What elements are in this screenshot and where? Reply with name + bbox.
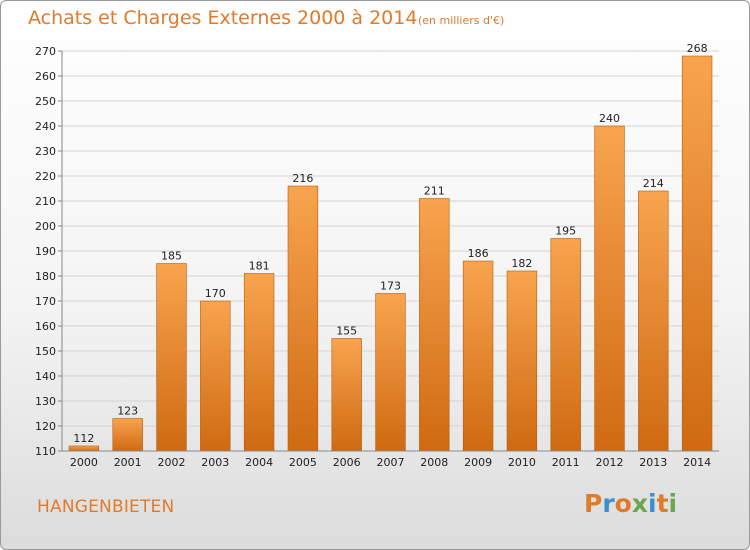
x-tick-label-2006: 2006 [333,456,361,469]
x-tick-label-2012: 2012 [596,456,624,469]
bar-2012 [594,125,625,452]
y-tick-label: 170 [35,295,56,308]
logo-letter: x [631,489,648,518]
data-label-2014: 268 [687,42,708,55]
data-labels: 112 123 185 170 181 216 155 173 211 186 182 195 240 2… [73,42,707,445]
x-tick-label-2009: 2009 [464,456,492,469]
proxiti-logo[interactable]: Proxiti [584,489,677,518]
bars [68,55,713,452]
x-tick-label-2002: 2002 [158,456,186,469]
y-axis-ticks: 110 120 130 140 150 160 170 180 190 200 210 220 230 2… [35,45,62,458]
logo-letter: o [614,489,632,518]
data-label-2001: 123 [117,405,138,418]
bar-2014 [681,55,713,452]
data-label-2002: 185 [161,250,182,263]
x-tick-label-2010: 2010 [508,456,536,469]
data-label-2007: 173 [380,280,401,293]
data-label-2010: 182 [511,257,532,270]
x-tick-label-2014: 2014 [683,456,711,469]
y-tick-label: 240 [35,120,56,133]
x-tick-label-2011: 2011 [552,456,580,469]
y-tick-label: 160 [35,320,56,333]
bar-2004 [243,273,275,452]
y-tick-label: 120 [35,420,56,433]
chart-subtitle: (en milliers d'€) [418,14,505,27]
x-tick-label-2007: 2007 [377,456,405,469]
x-tick-label-2000: 2000 [70,456,98,469]
logo-letter: t [656,489,669,518]
x-tick-label-2008: 2008 [420,456,448,469]
bar-2009 [462,260,494,452]
y-tick-label: 230 [35,145,56,158]
x-tick-label-2001: 2001 [114,456,142,469]
place-name: HANGENBIETEN [37,497,175,517]
data-label-2003: 170 [205,287,226,300]
data-label-2005: 216 [292,172,313,185]
bar-2007 [375,293,406,452]
bar-2001 [112,418,143,452]
y-tick-label: 260 [35,70,56,83]
y-tick-label: 140 [35,370,56,383]
x-tick-label-2013: 2013 [639,456,667,469]
y-tick-label: 110 [35,445,56,458]
bar-2006 [331,338,362,452]
logo-letter: i [648,489,657,518]
x-tick-label-2005: 2005 [289,456,317,469]
y-tick-label: 220 [35,170,56,183]
chart-title: Achats et Charges Externes 2000 à 2014 [28,7,418,29]
logo-letter: i [668,489,678,518]
y-tick-label: 250 [35,95,56,108]
logo-letter: r [602,489,615,518]
bar-2002 [156,263,187,452]
y-tick-label: 190 [35,245,56,258]
data-label-2008: 211 [424,185,445,198]
x-tick-label-2004: 2004 [245,456,273,469]
x-axis-ticks: 2000 2001 2002 2003 2004 2005 2006 2007 2008 2009… [70,456,711,469]
y-tick-label: 270 [35,45,56,58]
y-tick-label: 200 [35,220,56,233]
logo-letter: P [584,489,603,518]
data-label-2000: 112 [73,432,94,445]
y-tick-label: 210 [35,195,56,208]
bar-2005 [287,185,319,452]
bar-2013 [638,190,669,452]
bar-2000 [68,445,100,452]
data-label-2004: 181 [249,260,270,273]
bar-2008 [419,198,450,452]
x-tick-label-2003: 2003 [201,456,229,469]
data-label-2011: 195 [555,225,576,238]
bar-2010 [506,270,538,452]
data-label-2013: 214 [643,177,664,190]
y-tick-label: 180 [35,270,56,283]
data-label-2012: 240 [599,112,620,125]
bar-2011 [550,238,581,452]
y-tick-label: 130 [35,395,56,408]
data-label-2009: 186 [468,247,489,260]
data-label-2006: 155 [336,325,357,338]
y-tick-label: 150 [35,345,56,358]
bar-2003 [200,300,231,452]
